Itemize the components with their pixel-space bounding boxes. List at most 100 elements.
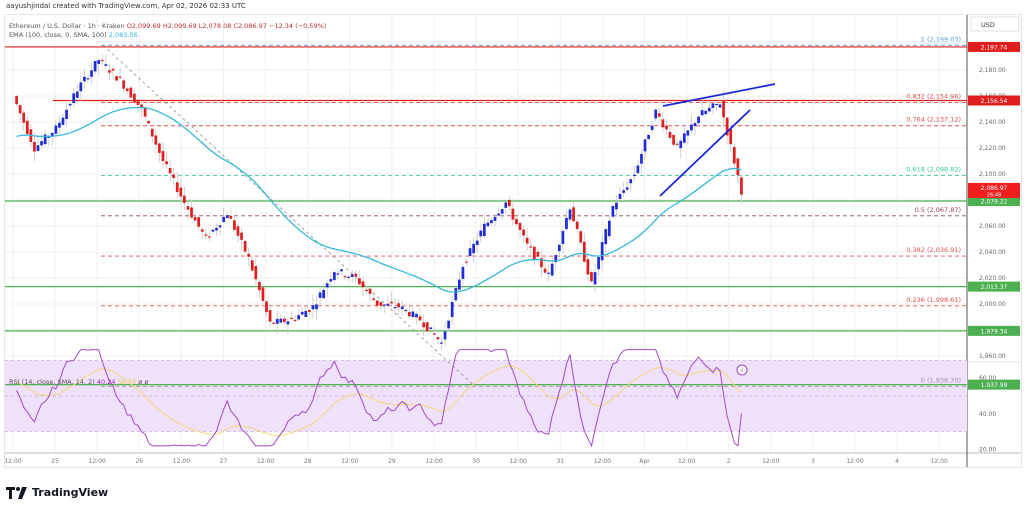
y-axis-tick: 2,100.00 <box>979 171 1006 178</box>
candle-body <box>415 313 418 318</box>
ema-legend[interactable]: EMA (100, close, 0, SMA, 100) 2,083.56 <box>9 31 138 39</box>
tradingview-logo[interactable]: TradingView <box>6 486 108 499</box>
candle-body <box>440 342 443 344</box>
candle-body <box>140 104 143 108</box>
candle-body <box>500 209 504 214</box>
candle-body <box>475 240 479 246</box>
sr-price-tag-text: 2,156.54 <box>981 98 1008 105</box>
candle-body <box>643 139 647 152</box>
candle-body <box>572 207 575 222</box>
wedge-upper-trendline[interactable] <box>662 83 776 107</box>
candle-body <box>529 246 533 248</box>
candle-body <box>711 103 715 108</box>
y-axis-tick: 2,180.00 <box>979 67 1006 74</box>
candle-body <box>436 337 440 340</box>
candle-body <box>25 120 29 134</box>
y-axis-tick: 2,000.00 <box>979 301 1006 308</box>
candle-body <box>36 145 40 151</box>
candle-body <box>365 289 368 292</box>
candle-body <box>718 104 722 108</box>
candle-body <box>286 321 290 325</box>
candle-body <box>536 251 540 257</box>
candle-body <box>729 129 733 145</box>
candle-body <box>354 273 358 277</box>
current-price-tag <box>968 182 1020 198</box>
y-axis-tick: 2,140.00 <box>979 119 1006 126</box>
chart-frame[interactable]: 12:00 25 12:00 26 12:00 27 12:00 28 12:00 29 12:00… <box>4 14 1022 468</box>
candle-body <box>311 305 315 310</box>
countdown-text: 26:48 <box>987 192 1001 198</box>
candle-body <box>250 260 254 271</box>
candle-body <box>254 266 258 280</box>
candle-body <box>136 99 140 105</box>
price-chart[interactable]: 12:00 25 12:00 26 12:00 27 12:00 28 12:00 29 12:00… <box>4 15 1021 467</box>
candle-body <box>243 240 247 252</box>
candle-body <box>618 193 622 199</box>
candle-body <box>568 209 572 220</box>
fib-level-label: 0.5 (2,067.87) <box>915 206 961 214</box>
candle-body <box>482 223 486 237</box>
candle-body <box>622 190 625 193</box>
candle-body <box>186 206 190 210</box>
candle-body <box>247 253 251 257</box>
candle-body <box>233 220 236 230</box>
symbol-legend: Ethereum / U.S. Dollar · 1h · Kraken O2,… <box>9 22 326 30</box>
fib-level-label: 0.832 (2,154.96) <box>906 93 961 101</box>
candle-body <box>497 213 500 216</box>
rsi-extra: ø ø <box>138 378 149 386</box>
candle-body <box>179 187 183 197</box>
candle-body <box>325 283 329 288</box>
candle-body <box>447 320 450 329</box>
candle-body <box>607 220 611 237</box>
candle-body <box>461 266 465 279</box>
symbol-name: Ethereum / U.S. Dollar · 1h · Kraken <box>9 22 125 30</box>
chart-credit: aayushjindal created with TradingView.co… <box>6 2 246 10</box>
currency-button[interactable] <box>970 16 1020 32</box>
candle-body <box>183 195 186 204</box>
candle-body <box>272 322 276 324</box>
x-axis-tick: 12:00 <box>510 458 527 465</box>
candle-body <box>340 269 343 272</box>
candle-body <box>522 229 525 236</box>
event-marker-icon[interactable] <box>736 364 748 376</box>
candle-body <box>429 327 433 330</box>
wedge-lower-trendline[interactable] <box>659 109 751 197</box>
y-axis-tick: 1,960.00 <box>979 353 1006 360</box>
candle-body <box>586 259 590 275</box>
candle-body <box>200 229 204 232</box>
candle-body <box>600 242 604 261</box>
candle-body <box>261 287 265 301</box>
sr-price-tag-text: 1,937.99 <box>981 382 1008 389</box>
candle-body <box>554 255 558 263</box>
candle-body <box>218 225 222 228</box>
x-axis-tick: 30 <box>472 458 480 465</box>
candle-body <box>550 263 554 276</box>
fib-level-label: 0.618 (2,098.82) <box>906 166 961 174</box>
candle-body <box>122 80 126 89</box>
candle-body <box>632 174 636 177</box>
candle-body <box>625 187 629 190</box>
sr-price-tag <box>968 281 1020 292</box>
candle-body <box>225 215 229 219</box>
lightning-icon: ⚡ <box>740 368 744 375</box>
candle-body <box>50 132 54 137</box>
candle-body <box>40 141 43 146</box>
candle-body <box>279 318 283 323</box>
x-axis-tick: 12:00 <box>341 458 358 465</box>
candle-body <box>375 300 379 306</box>
sr-price-tag <box>968 196 1020 207</box>
candle-body <box>297 315 301 320</box>
fib-level-label: 0 (1,936.70) <box>921 376 961 384</box>
candle-body <box>43 134 47 145</box>
candle-body <box>318 292 322 298</box>
candle-body <box>590 272 593 282</box>
rsi-legend[interactable]: RSI (14, close, SMA, 14, 2) 40.24 56.79 … <box>9 378 148 386</box>
candle-body <box>740 177 743 195</box>
candle-body <box>407 311 411 317</box>
rsi-axis-tick: 20.00 <box>979 446 996 453</box>
candle-body <box>386 303 390 306</box>
candle-body <box>22 112 26 123</box>
candle-body <box>283 318 286 323</box>
x-axis-tick: 3 <box>811 458 815 465</box>
candle-body <box>68 103 72 106</box>
